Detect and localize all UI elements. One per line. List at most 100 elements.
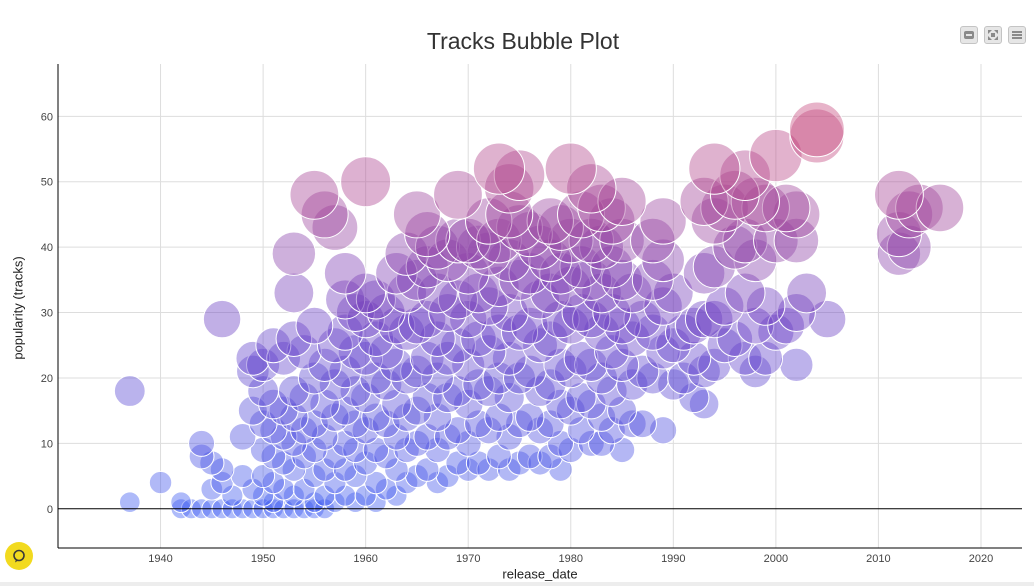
bubble-point[interactable]	[695, 299, 734, 339]
bubble-point[interactable]	[255, 327, 292, 364]
bubble-point[interactable]	[522, 327, 558, 364]
bubble-point[interactable]	[597, 176, 647, 226]
bubble-point[interactable]	[300, 190, 349, 239]
bubble-point[interactable]	[639, 197, 687, 245]
bubble-point[interactable]	[566, 163, 617, 214]
bubble-point[interactable]	[757, 313, 795, 351]
bubble-point[interactable]	[353, 450, 379, 476]
bubble-point[interactable]	[582, 313, 621, 351]
bubble-point[interactable]	[221, 484, 244, 507]
bubble-point[interactable]	[417, 272, 458, 314]
expand-button[interactable]	[984, 26, 1002, 44]
bubble-point[interactable]	[452, 388, 484, 420]
bubble-point[interactable]	[334, 484, 357, 507]
bubble-point[interactable]	[594, 334, 630, 370]
bubble-point[interactable]	[753, 217, 799, 264]
bubble-point[interactable]	[636, 361, 670, 395]
bubble-point[interactable]	[292, 477, 316, 501]
bubble-point[interactable]	[273, 272, 315, 314]
bubble-point[interactable]	[357, 320, 395, 358]
bubble-point[interactable]	[430, 340, 466, 376]
bubble-point[interactable]	[420, 361, 454, 395]
bubble-point[interactable]	[246, 347, 281, 382]
bubble-point[interactable]	[439, 327, 476, 364]
bubble-point[interactable]	[309, 388, 340, 420]
bubble-point[interactable]	[706, 327, 743, 364]
bubble-point[interactable]	[634, 313, 672, 351]
bubble-point[interactable]	[613, 320, 651, 358]
bubble-point[interactable]	[455, 224, 501, 270]
bubble-point[interactable]	[736, 306, 775, 345]
bubble-point[interactable]	[688, 142, 741, 195]
bubble-point[interactable]	[392, 190, 441, 239]
minimize-button[interactable]	[960, 26, 978, 44]
bubble-point[interactable]	[170, 491, 192, 514]
bubble-point[interactable]	[526, 197, 574, 245]
bubble-point[interactable]	[761, 183, 811, 233]
bubble-point[interactable]	[566, 416, 596, 445]
bubble-point[interactable]	[328, 354, 362, 389]
bubble-point[interactable]	[323, 251, 367, 295]
bubble-point[interactable]	[575, 388, 607, 420]
bubble-point[interactable]	[435, 217, 481, 264]
bubble-point[interactable]	[537, 204, 584, 251]
bubble-point[interactable]	[565, 381, 597, 414]
bubble-point[interactable]	[500, 313, 539, 351]
bubble-point[interactable]	[462, 368, 495, 401]
bubble-point[interactable]	[712, 224, 758, 270]
bubble-point[interactable]	[401, 395, 432, 426]
bubble-point[interactable]	[776, 293, 816, 333]
bubble-point[interactable]	[688, 388, 720, 420]
bubble-point[interactable]	[502, 361, 536, 395]
bubble-point[interactable]	[486, 443, 512, 470]
bubble-point[interactable]	[373, 443, 400, 470]
bubble-point[interactable]	[678, 381, 710, 414]
bubble-point[interactable]	[384, 231, 429, 276]
bubble-point[interactable]	[288, 381, 320, 414]
bubble-point[interactable]	[313, 484, 336, 507]
bubble-point[interactable]	[471, 334, 507, 370]
bubble-point[interactable]	[788, 101, 845, 158]
bubble-point[interactable]	[289, 169, 340, 220]
bubble-point[interactable]	[381, 388, 412, 420]
bubble-point[interactable]	[588, 197, 636, 245]
bubble-point[interactable]	[674, 306, 713, 345]
bubble-point[interactable]	[551, 306, 590, 345]
bubble-point[interactable]	[388, 313, 426, 351]
bubble-point[interactable]	[496, 204, 543, 251]
bubble-point[interactable]	[464, 409, 493, 439]
bubble-point[interactable]	[557, 190, 606, 239]
bubble-point[interactable]	[236, 354, 270, 389]
bubble-point[interactable]	[348, 340, 384, 376]
bubble-point[interactable]	[228, 423, 257, 451]
bubble-point[interactable]	[258, 388, 289, 420]
bubble-point[interactable]	[603, 306, 641, 345]
bubble-point[interactable]	[716, 320, 754, 358]
bubble-point[interactable]	[885, 190, 934, 239]
bubble-point[interactable]	[667, 361, 701, 395]
bubble-point[interactable]	[460, 320, 497, 358]
bubble-point[interactable]	[354, 484, 377, 507]
bubble-point[interactable]	[341, 409, 370, 439]
bubble-point[interactable]	[188, 429, 216, 457]
bubble-point[interactable]	[517, 224, 563, 270]
bubble-point[interactable]	[528, 238, 573, 283]
bubble-point[interactable]	[724, 272, 766, 314]
bubble-point[interactable]	[559, 245, 603, 289]
bubble-point[interactable]	[786, 272, 828, 314]
bubble-point[interactable]	[266, 340, 302, 376]
bubble-point[interactable]	[779, 347, 814, 382]
bubble-point[interactable]	[493, 149, 546, 201]
bubble-point[interactable]	[690, 197, 739, 245]
bubble-point[interactable]	[237, 395, 268, 426]
bubble-point[interactable]	[350, 381, 382, 414]
bubble-point[interactable]	[547, 217, 594, 264]
bubble-point[interactable]	[286, 334, 322, 370]
bubble-point[interactable]	[368, 334, 404, 370]
bubble-point[interactable]	[202, 299, 242, 339]
bubble-point[interactable]	[148, 470, 173, 495]
bubble-point[interactable]	[657, 368, 690, 401]
menu-button[interactable]	[1008, 26, 1026, 44]
bubble-point[interactable]	[422, 402, 453, 432]
bubble-point[interactable]	[251, 464, 276, 489]
